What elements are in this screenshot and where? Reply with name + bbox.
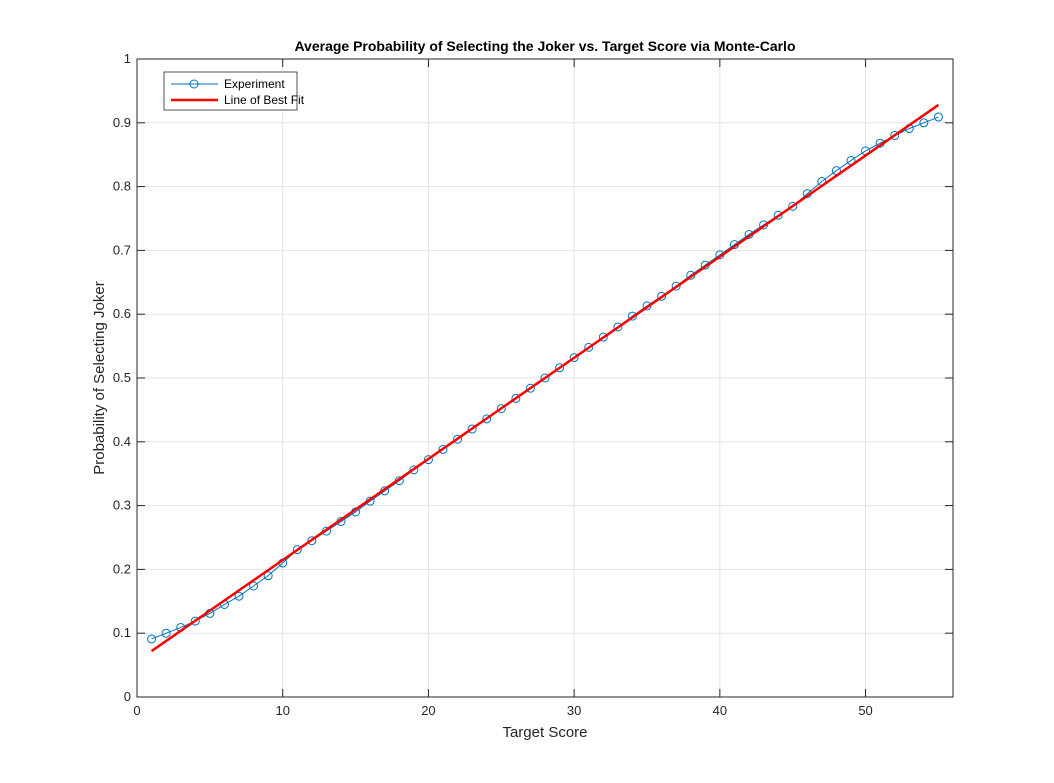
experiment-point: [496, 404, 506, 414]
experiment-point: [423, 455, 433, 465]
best-fit-line: [150, 103, 940, 653]
x-tick-label: 40: [713, 703, 727, 718]
x-tick-label: 50: [858, 703, 872, 718]
y-tick-label: 0.4: [113, 434, 131, 449]
experiment-point: [511, 393, 521, 403]
legend-experiment-label: Experiment: [224, 77, 285, 91]
y-tick-label: 0.1: [113, 625, 131, 640]
y-tick-label: 0: [124, 689, 131, 704]
experiment-point: [147, 634, 157, 644]
y-axis-title: Probability of Selecting Joker: [91, 281, 108, 474]
experiment-point: [482, 414, 492, 424]
legend-fit-label: Line of Best Fit: [224, 93, 305, 107]
chart-title: Average Probability of Selecting the Jok…: [294, 38, 795, 54]
experiment-point: [657, 291, 667, 301]
experiment-point: [190, 616, 200, 626]
experiment-point: [890, 131, 900, 141]
experiment-point: [453, 434, 463, 444]
experiment-point: [525, 383, 535, 393]
experiment-point: [409, 465, 419, 475]
experiment-point: [467, 424, 477, 434]
x-axis-title: Target Score: [502, 724, 587, 741]
legend-box: [163, 71, 298, 111]
experiment-point: [569, 353, 579, 363]
experiment-point: [613, 322, 623, 332]
experiment-point: [627, 311, 637, 321]
y-tick-label: 1: [124, 51, 131, 66]
experiment-point: [555, 363, 565, 373]
experiment-point: [161, 628, 171, 638]
experiment-point: [249, 581, 259, 591]
x-tick-label: 30: [567, 703, 581, 718]
y-tick-label: 0.8: [113, 179, 131, 194]
y-tick-label: 0.7: [113, 242, 131, 257]
legend-experiment-marker: [189, 79, 199, 89]
experiment-point: [263, 571, 273, 581]
experiment-point: [933, 112, 943, 122]
experiment-point: [292, 545, 302, 555]
experiment-point: [540, 373, 550, 383]
experiment-point: [773, 210, 783, 220]
y-tick-label: 0.9: [113, 115, 131, 130]
y-tick-label: 0.3: [113, 498, 131, 513]
experiment-point: [598, 332, 608, 342]
ticks: 0 10 20 30 40 50 0 0.1 0.2 0.3 0.4 0.5 0.6 0.7 0.8 0.9 1: [113, 51, 953, 718]
legend: Experiment Line of Best Fit: [163, 71, 305, 111]
x-tick-label: 20: [421, 703, 435, 718]
x-tick-label: 10: [275, 703, 289, 718]
grid: [136, 58, 953, 698]
y-tick-label: 0.6: [113, 306, 131, 321]
experiment-point: [307, 536, 317, 546]
y-tick-label: 0.5: [113, 370, 131, 385]
x-tick-label: 0: [133, 703, 140, 718]
series-layer: [147, 103, 943, 653]
experiment-point: [788, 201, 798, 211]
experiment-point: [919, 118, 929, 128]
experiment-point: [584, 342, 594, 352]
y-tick-label: 0.2: [113, 561, 131, 576]
experiment-point: [234, 591, 244, 601]
experiment-point: [438, 444, 448, 454]
experiment-point: [671, 281, 681, 291]
